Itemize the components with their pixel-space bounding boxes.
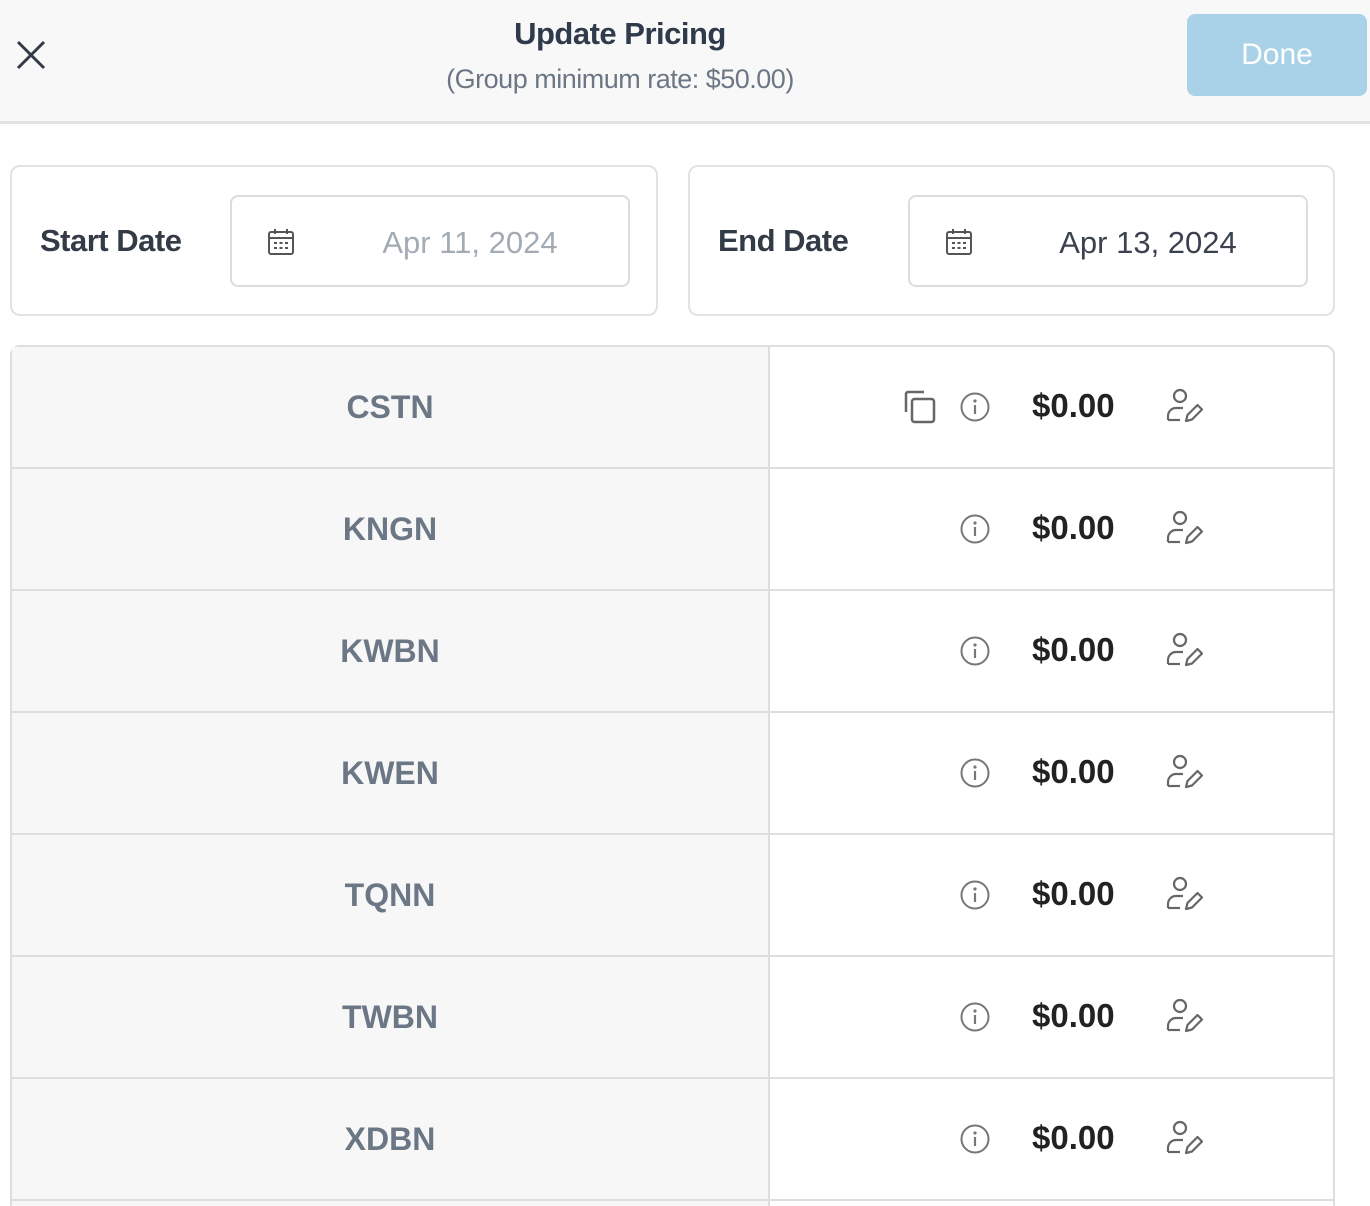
rate-code: TWBN (12, 957, 770, 1077)
calendar-icon (268, 229, 294, 255)
user-edit-icon[interactable] (1164, 997, 1204, 1037)
table-row: CSTN $0.00 (12, 347, 1333, 469)
user-edit-icon[interactable] (1164, 509, 1204, 549)
table-row: KWEN $0.00 (12, 713, 1333, 835)
rate-code: TQNN (12, 835, 770, 955)
info-icon[interactable] (959, 635, 991, 667)
start-date-value: Apr 11, 2024 (382, 225, 558, 260)
price-value[interactable]: $0.00 (1032, 997, 1115, 1034)
close-icon[interactable] (14, 38, 48, 72)
end-date-value: Apr 13, 2024 (1059, 225, 1237, 260)
table-row: XDBN $0.00 (12, 1079, 1333, 1201)
start-date-label: Start Date (40, 223, 182, 258)
rate-code: KWBN (12, 591, 770, 711)
end-date-input[interactable]: Apr 13, 2024 (908, 195, 1308, 287)
modal-header: Update Pricing (Group minimum rate: $50.… (0, 0, 1370, 124)
info-icon[interactable] (959, 391, 991, 423)
user-edit-icon[interactable] (1164, 753, 1204, 793)
copy-icon[interactable] (900, 388, 938, 426)
rate-code: KNGN (12, 469, 770, 589)
info-icon[interactable] (959, 757, 991, 789)
table-row-partial (12, 1201, 1333, 1206)
end-date-label: End Date (718, 223, 849, 258)
user-edit-icon[interactable] (1164, 1119, 1204, 1159)
rate-code-cell (12, 1201, 770, 1206)
done-button[interactable]: Done (1187, 14, 1367, 96)
rate-code: XDBN (12, 1079, 770, 1199)
end-date-card: End Date Apr 13, 2024 (688, 165, 1335, 316)
page-subtitle: (Group minimum rate: $50.00) (446, 64, 794, 94)
table-row: KNGN $0.00 (12, 469, 1333, 591)
table-row: KWBN $0.00 (12, 591, 1333, 713)
rate-code: CSTN (12, 347, 770, 467)
pricing-table: CSTN $0.00 KNGN $0.00 KWBN $0.00 KWEN $0.00 TQNN… (10, 345, 1335, 1206)
price-value[interactable]: $0.00 (1032, 631, 1115, 668)
user-edit-icon[interactable] (1164, 631, 1204, 671)
info-icon[interactable] (959, 1123, 991, 1155)
price-value[interactable]: $0.00 (1032, 875, 1115, 912)
rate-code: KWEN (12, 713, 770, 833)
table-row: TQNN $0.00 (12, 835, 1333, 957)
table-row: TWBN $0.00 (12, 957, 1333, 1079)
calendar-icon (946, 229, 972, 255)
price-value[interactable]: $0.00 (1032, 753, 1115, 790)
page-title: Update Pricing (514, 16, 726, 51)
info-icon[interactable] (959, 879, 991, 911)
price-value[interactable]: $0.00 (1032, 1119, 1115, 1156)
info-icon[interactable] (959, 513, 991, 545)
price-value[interactable]: $0.00 (1032, 509, 1115, 546)
user-edit-icon[interactable] (1164, 387, 1204, 427)
start-date-input[interactable]: Apr 11, 2024 (230, 195, 630, 287)
info-icon[interactable] (959, 1001, 991, 1033)
price-value[interactable]: $0.00 (1032, 387, 1115, 424)
start-date-card: Start Date Apr 11, 2024 (10, 165, 658, 316)
user-edit-icon[interactable] (1164, 875, 1204, 915)
